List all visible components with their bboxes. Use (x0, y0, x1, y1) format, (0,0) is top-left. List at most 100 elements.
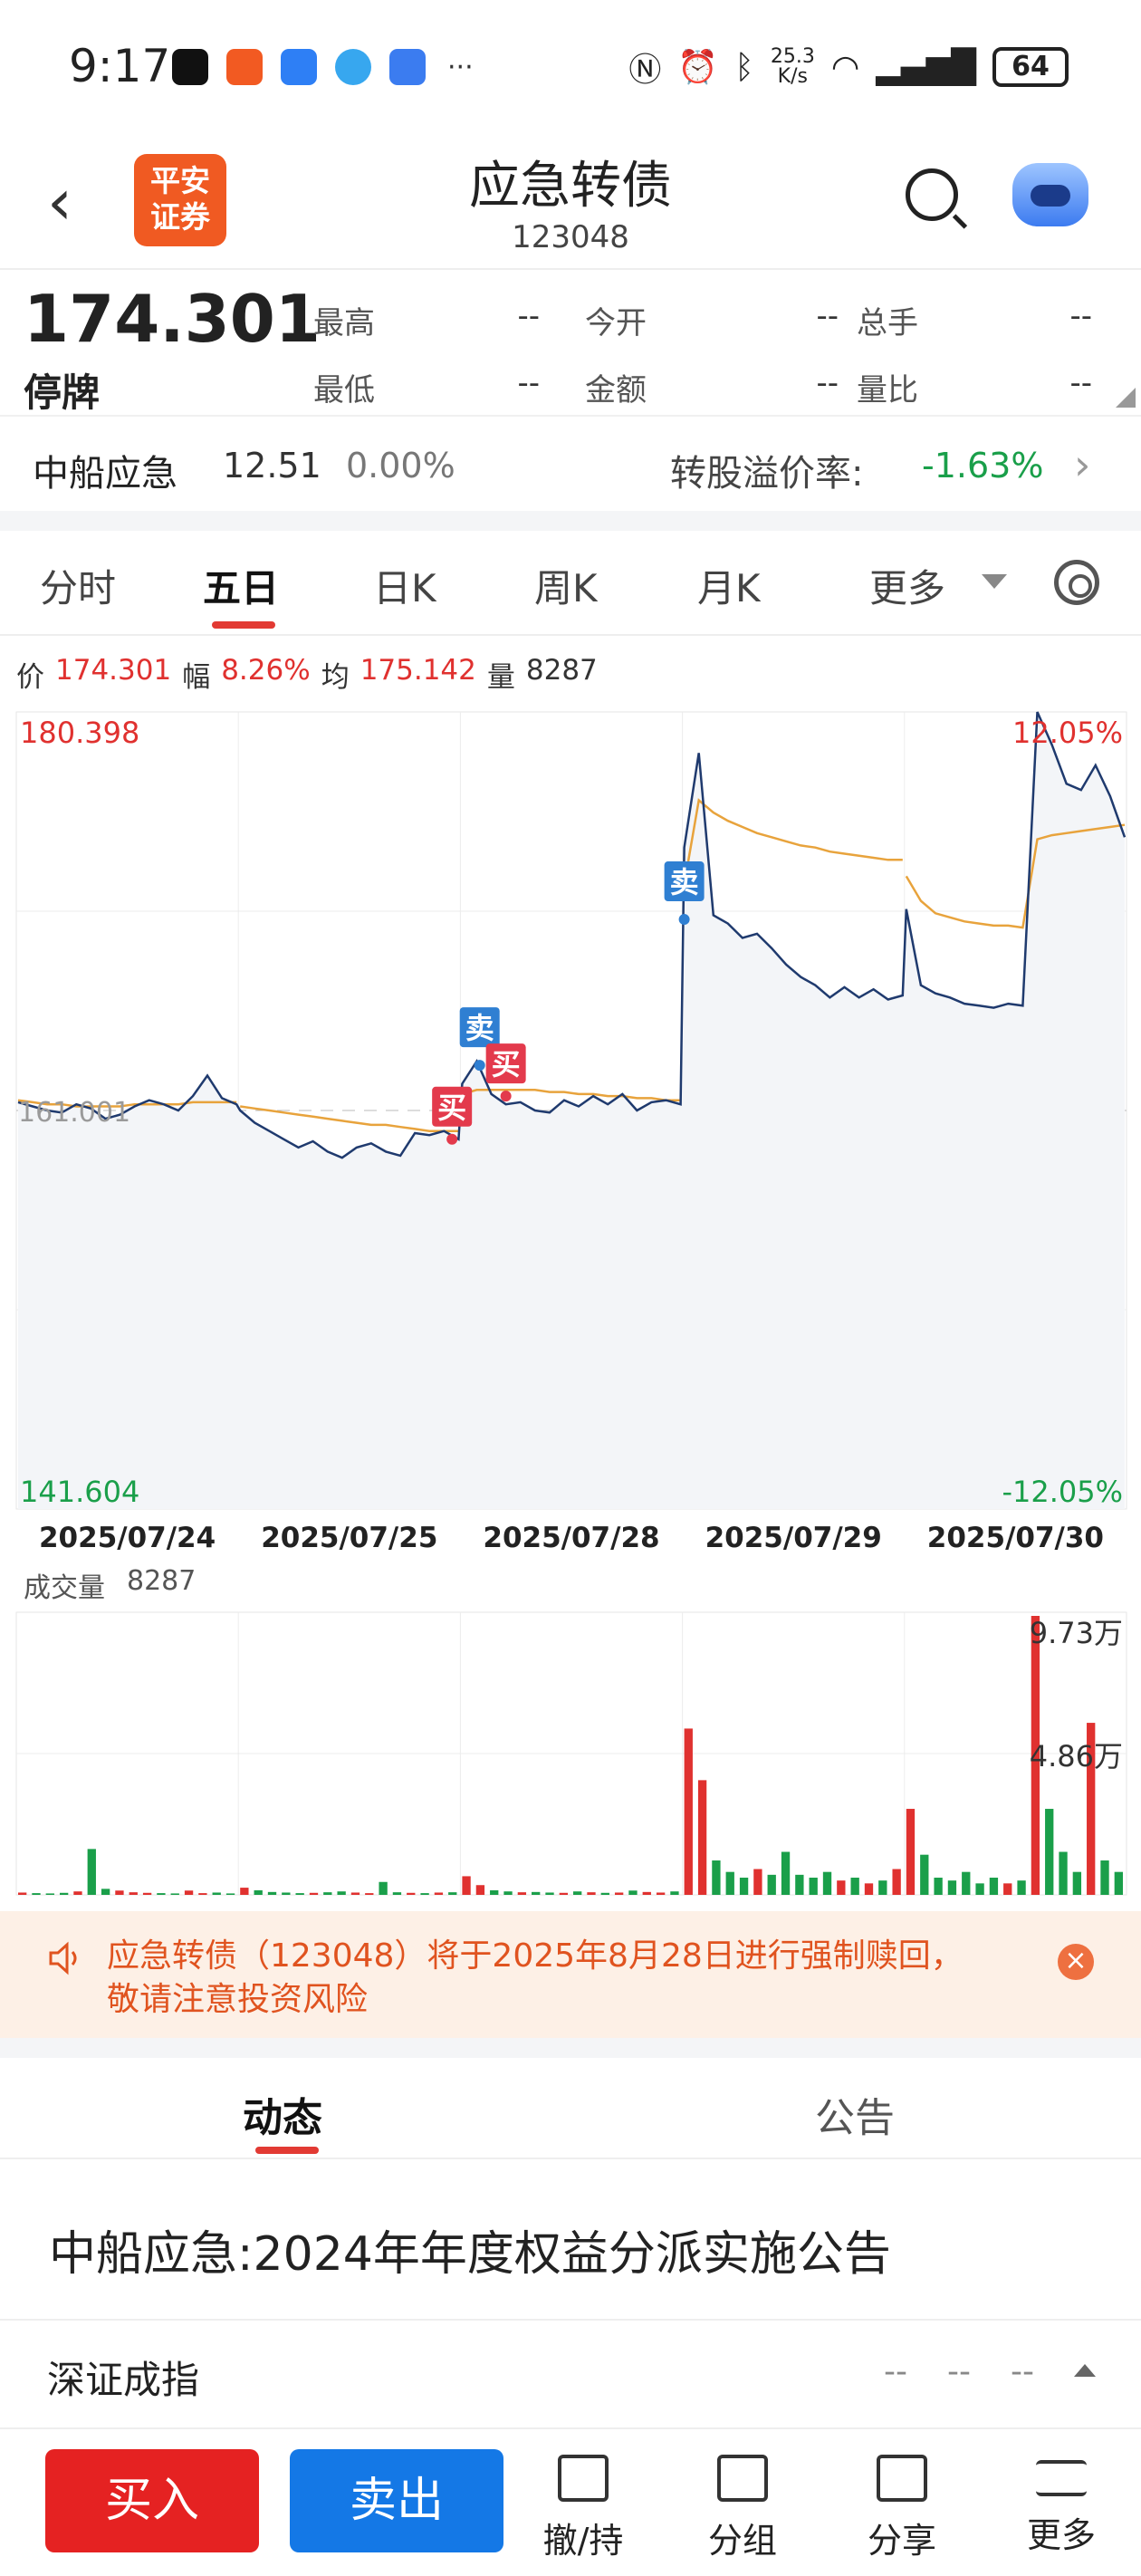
volume-bar (1059, 1851, 1068, 1895)
average-price-line (240, 1105, 459, 1132)
expand-corner-icon[interactable] (1116, 388, 1136, 408)
volume-bar (337, 1891, 346, 1895)
volume-bar (739, 1878, 749, 1895)
tab-intraday[interactable]: 分时 (40, 566, 117, 610)
share-icon (877, 2455, 927, 2502)
status-right: Ⓝ ⏰ ᛒ 25.3 K/s ◠ ▂▄▆█ 64 (628, 43, 1069, 91)
caret-up-icon[interactable] (1074, 2364, 1096, 2377)
volume-bar (712, 1860, 721, 1895)
tab-more[interactable]: 更多 (869, 566, 946, 610)
back-chevron-icon[interactable]: ‹ (47, 165, 72, 239)
sell-marker-dot (474, 1060, 485, 1072)
index-ticker[interactable]: 深证成指 -- -- -- (0, 2321, 1141, 2426)
pingan-logo: 平安证券 (134, 154, 226, 246)
tab-weekly-k[interactable]: 周K (534, 566, 598, 610)
volume-bar (87, 1849, 96, 1895)
buy-button[interactable]: 买入 (45, 2449, 259, 2552)
buy-marker-dot (446, 1133, 458, 1145)
quote-label: 最高 (313, 304, 375, 341)
tab-monthly-k[interactable]: 月K (697, 566, 761, 610)
sell-marker-box (459, 1007, 500, 1048)
volume-current: 8287 (127, 1565, 197, 1597)
volume-bar (1072, 1871, 1082, 1895)
buy-marker-label: 买 (492, 1047, 521, 1081)
nfc-icon: Ⓝ (628, 52, 662, 89)
tab-dynamics[interactable]: 动态 (243, 2095, 322, 2141)
volume-bar (295, 1893, 304, 1895)
index-name: 深证成指 (47, 2358, 200, 2402)
quote-label: 今开 (585, 304, 647, 341)
quote-label: 最低 (313, 371, 375, 409)
chevron-right-icon[interactable]: › (1074, 440, 1091, 489)
premium-value: -1.63% (922, 446, 1044, 485)
signal-icon: ▂▄▆█ (876, 48, 976, 86)
volume-bar (962, 1871, 971, 1895)
section-gap (0, 2038, 1141, 2058)
browser-icon (335, 49, 371, 85)
volume-bar (309, 1892, 319, 1895)
status-app-icons: ··· (172, 49, 474, 85)
game-icon (389, 49, 426, 85)
price-label: 价 (16, 661, 44, 694)
quote-panel: 174.301 停牌 最高 -- 今开 -- 总手 -- 最低 -- 金额 -- 量比 -- (0, 270, 1141, 415)
buy-marker-label: 买 (437, 1091, 466, 1125)
volume-bar (45, 1893, 54, 1895)
price-area-fill (18, 712, 1125, 1509)
volume-label: 量 (486, 661, 515, 694)
volume-bar (725, 1871, 734, 1895)
ai-assistant-icon[interactable] (1012, 163, 1088, 226)
volume-bar (420, 1893, 429, 1895)
five-day-chart[interactable]: 180.398 141.604 12.05% -12.05% 161.001 2025/0… (0, 697, 1141, 1911)
volume-bar (906, 1809, 916, 1895)
volume-bar (767, 1874, 776, 1895)
underlying-change: 0.00% (346, 446, 455, 485)
volume-bar (532, 1891, 541, 1895)
volume-bar (379, 1881, 388, 1895)
more-button[interactable]: 更多 (998, 2455, 1125, 2557)
underlying-stock-row[interactable]: 中船应急 12.51 0.00% 转股溢价率: -1.63% › (0, 415, 1141, 511)
index-values: -- -- -- (884, 2353, 1034, 2390)
status-time: 9:17 (69, 40, 171, 92)
volume-bar (282, 1892, 291, 1895)
tab-announcements[interactable]: 公告 (815, 2095, 895, 2141)
quote-value: -- (1069, 364, 1092, 401)
volume-bar (448, 1892, 457, 1895)
volume-bar (600, 1892, 609, 1895)
caret-down-icon[interactable] (982, 574, 1007, 589)
volume-bar (59, 1892, 69, 1895)
volume-bar (184, 1890, 194, 1895)
volume-bar (684, 1728, 693, 1895)
redemption-notice[interactable]: 应急转债（123048）将于2025年8月28日进行强制赎回， 敬请注意投资风险… (0, 1911, 1141, 2038)
volume-bar (795, 1874, 804, 1895)
range-label: 幅 (182, 661, 211, 694)
quote-value: -- (1069, 297, 1092, 334)
volume-bar (490, 1889, 499, 1895)
buy-marker-box (485, 1043, 526, 1084)
tab-five-day[interactable]: 五日 (203, 566, 280, 610)
date-label: 2025/07/29 (705, 1522, 882, 1554)
volume-bar (920, 1854, 929, 1895)
pct-min-label: -12.05% (1002, 1475, 1123, 1509)
share-button[interactable]: 分享 (839, 2455, 965, 2562)
settings-gear-icon[interactable] (1054, 560, 1099, 605)
search-icon[interactable] (906, 168, 958, 221)
volume-bar (1003, 1883, 1012, 1895)
volume-bar (170, 1893, 179, 1895)
volume-bar (18, 1892, 27, 1895)
alarm-icon: ⏰ (677, 49, 719, 86)
underlying-price: 12.51 (223, 446, 321, 485)
volume-bar (517, 1892, 527, 1895)
tab-daily-k[interactable]: 日K (373, 566, 436, 610)
volume-bar (407, 1892, 416, 1895)
volume-bar (697, 1780, 707, 1895)
cancel-hold-button[interactable]: 撤/持 (520, 2455, 647, 2562)
volume-bar (503, 1891, 513, 1895)
volume-bar (198, 1893, 207, 1895)
group-button[interactable]: 分组 (679, 2455, 806, 2562)
volume-bar (142, 1892, 152, 1895)
news-item-title[interactable]: 中船应急:2024年年度权益分派实施公告 (49, 2227, 891, 2282)
divider (0, 2319, 1141, 2321)
close-icon[interactable]: × (1058, 1944, 1094, 1980)
volume-bar (1045, 1809, 1054, 1895)
sell-button[interactable]: 卖出 (290, 2449, 503, 2552)
